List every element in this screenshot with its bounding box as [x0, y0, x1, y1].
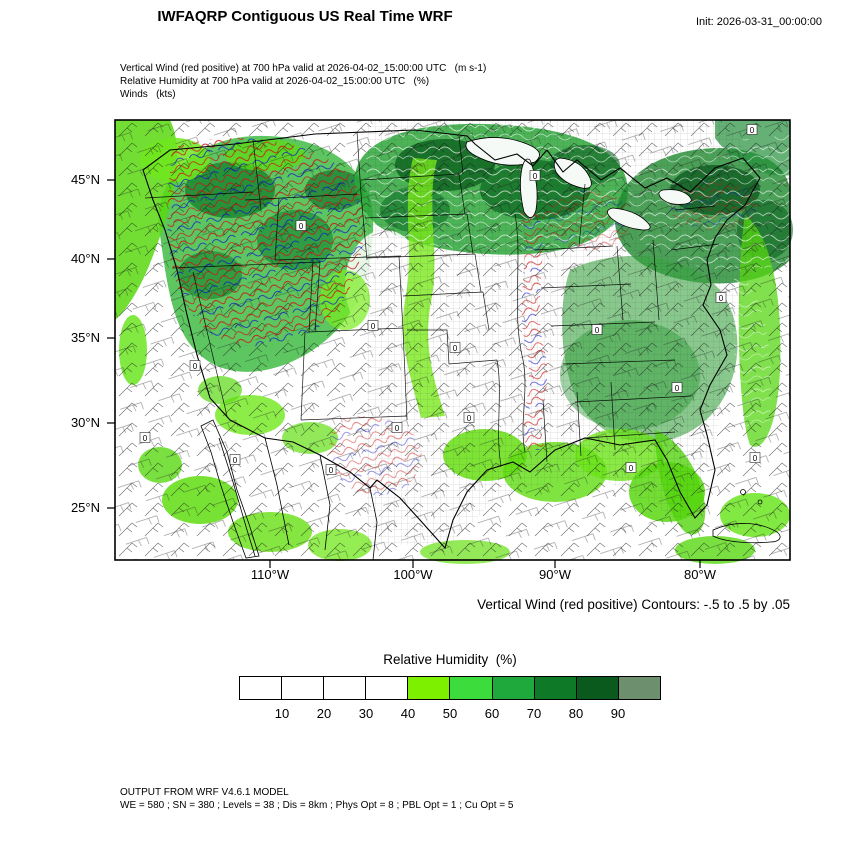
- map-figure: 0 0 0 0 0 0 0 0 0 0 0 0 0 0 0 0: [107, 119, 793, 568]
- contour-range-note: Vertical Wind (red positive) Contours: -…: [477, 597, 790, 612]
- colorbar-title: Relative Humidity (%): [383, 652, 517, 667]
- colorbar-tick-label: 50: [442, 706, 458, 721]
- zero-contour-label: 0: [233, 456, 238, 465]
- subtitle-winds: Winds (kts): [120, 89, 176, 100]
- zero-contour-label: 0: [629, 464, 634, 473]
- colorbar-tick-label: 90: [610, 706, 626, 721]
- colorbar-cell: [491, 676, 535, 700]
- zero-contour-label: 0: [467, 414, 472, 423]
- subtitle-relative-humidity: Relative Humidity at 700 hPa valid at 20…: [120, 76, 430, 87]
- contour-zero-labels: 0 0 0 0 0 0 0 0 0 0 0 0 0 0 0 0: [139, 124, 761, 475]
- colorbar-tick-label: 10: [274, 706, 290, 721]
- colorbar: [239, 676, 661, 700]
- axis-ticks: [107, 179, 701, 568]
- zero-contour-label: 0: [143, 434, 148, 443]
- coast-outline: [142, 129, 761, 550]
- colorbar-tick-label: 30: [358, 706, 374, 721]
- colorbar-tick-label: 20: [316, 706, 332, 721]
- y-tick-label-35n: 35°N: [70, 330, 100, 345]
- zero-contour-label: 0: [299, 222, 304, 231]
- colorbar-cell: [449, 676, 493, 700]
- model-info-line2: WE = 580 ; SN = 380 ; Levels = 38 ; Dis …: [120, 800, 514, 811]
- zero-contour-label: 0: [675, 384, 680, 393]
- colorbar-cell: [533, 676, 577, 700]
- zero-contour-label: 0: [453, 344, 458, 353]
- colorbar-cell: [239, 676, 283, 700]
- zero-contour-label: 0: [371, 322, 376, 331]
- x-tick-label-110w: 110°W: [250, 567, 290, 582]
- zero-contour-label: 0: [533, 172, 538, 181]
- colorbar-tick-label: 70: [526, 706, 542, 721]
- state-borders: [144, 131, 720, 467]
- y-tick-label-45n: 45°N: [70, 172, 100, 187]
- y-tick-label-25n: 25°N: [70, 500, 100, 515]
- y-tick-label-30n: 30°N: [70, 415, 100, 430]
- subtitle-block: Vertical Wind (red positive) at 700 hPa …: [120, 62, 486, 101]
- zero-contour-label: 0: [750, 126, 755, 135]
- model-info-line1: OUTPUT FROM WRF V4.6.1 MODEL: [120, 787, 289, 798]
- colorbar-tick-label: 40: [400, 706, 416, 721]
- model-info-block: OUTPUT FROM WRF V4.6.1 MODEL WE = 580 ; …: [120, 786, 513, 812]
- init-time-label: Init: 2026-03-31_00:00:00: [696, 16, 822, 28]
- x-tick-label-90w: 90°W: [539, 567, 571, 582]
- mexico-caribbean-outlines: [200, 419, 781, 561]
- y-tick-label-40n: 40°N: [70, 251, 100, 266]
- colorbar-cell: [407, 676, 451, 700]
- page-title: IWFAQRP Contiguous US Real Time WRF: [157, 8, 453, 25]
- subtitle-vertical-wind: Vertical Wind (red positive) at 700 hPa …: [120, 63, 487, 74]
- colorbar-tick-label: 60: [484, 706, 500, 721]
- great-lakes: [465, 137, 692, 231]
- zero-contour-label: 0: [719, 294, 724, 303]
- zero-contour-label: 0: [193, 362, 198, 371]
- zero-contour-label: 0: [595, 326, 600, 335]
- colorbar-cell: [575, 676, 619, 700]
- colorbar-tick-label: 80: [568, 706, 584, 721]
- x-tick-label-80w: 80°W: [684, 567, 716, 582]
- colorbar-cell: [323, 676, 367, 700]
- colorbar-cell: [281, 676, 325, 700]
- map-frame: [114, 119, 791, 561]
- vertical-wind-contours: [167, 138, 758, 496]
- x-tick-label-100w: 100°W: [393, 567, 433, 582]
- zero-contour-label: 0: [753, 454, 758, 463]
- colorbar-cell: [617, 676, 661, 700]
- zero-contour-label: 0: [329, 466, 334, 475]
- colorbar-cell: [365, 676, 409, 700]
- zero-contour-label: 0: [395, 424, 400, 433]
